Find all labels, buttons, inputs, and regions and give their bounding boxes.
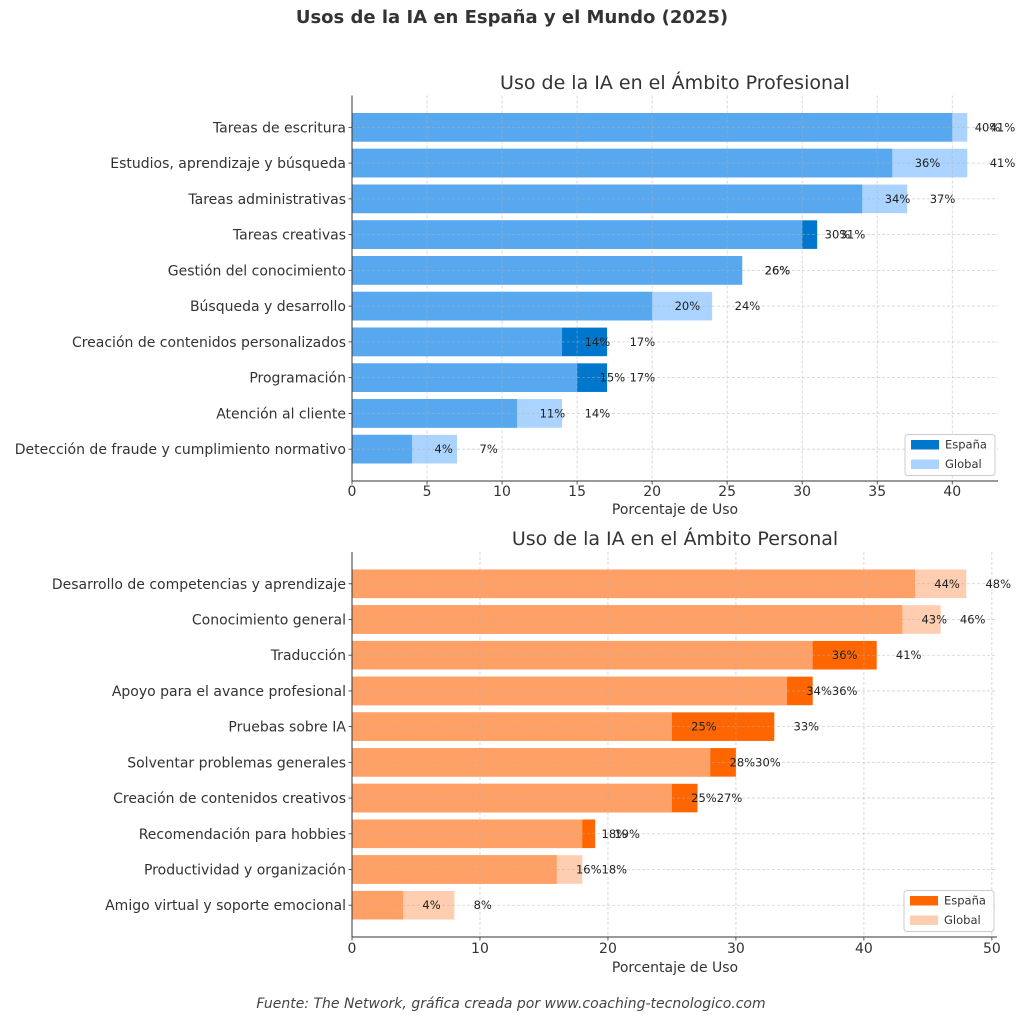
category-label: Estudios, aprendizaje y búsqueda [110, 156, 346, 172]
legend-label-global: Global [944, 913, 981, 927]
x-tick-label: 0 [348, 941, 357, 957]
category-label: Búsqueda y desarrollo [190, 299, 346, 315]
data-label-global: 25% [691, 791, 717, 805]
x-tick-label: 30 [727, 941, 745, 957]
chart-title: Uso de la IA en el Ámbito Profesional [500, 71, 850, 94]
legend-swatch-global [910, 915, 938, 925]
chart-title: Uso de la IA en el Ámbito Personal [512, 527, 838, 550]
legend-swatch-espana [910, 896, 938, 906]
category-label: Tareas de escritura [212, 120, 346, 136]
data-label-global: 14% [585, 335, 611, 349]
data-label-global: 28% [730, 755, 756, 769]
data-label-espana: 27% [717, 791, 743, 805]
x-tick-label: 5 [423, 484, 432, 500]
category-label: Detección de fraude y cumplimiento norma… [15, 442, 346, 458]
category-label: Gestión del conocimiento [168, 263, 346, 279]
category-label: Amigo virtual y soporte emocional [105, 898, 346, 914]
x-tick-label: 35 [868, 484, 886, 500]
data-label-global: 46% [960, 613, 986, 627]
data-label-espana: 41% [896, 648, 922, 662]
data-label-global: 30% [825, 228, 851, 242]
category-label: Desarrollo de competencias y aprendizaje [52, 577, 346, 593]
x-axis-label: Porcentaje de Uso [612, 502, 738, 518]
data-label-global: 37% [930, 192, 956, 206]
category-label: Creación de contenidos creativos [113, 791, 346, 807]
bar-global [352, 748, 711, 777]
x-axis-label: Porcentaje de Uso [612, 960, 738, 976]
category-label: Conocimiento general [192, 613, 346, 629]
x-tick-label: 15 [568, 484, 586, 500]
source-footer: Fuente: The Network, gráfica creada por … [256, 996, 765, 1012]
category-label: Solventar problemas generales [127, 755, 346, 771]
legend-label-global: Global [945, 457, 982, 471]
figure-title: Usos de la IA en España y el Mundo (2025… [296, 7, 728, 28]
x-tick-label: 20 [599, 941, 617, 957]
data-label-global: 18% [602, 863, 628, 877]
grid [351, 552, 997, 937]
data-label-espana: 17% [630, 335, 656, 349]
data-label-espana: 40% [975, 120, 1001, 134]
legend-swatch-global [911, 459, 939, 469]
data-label-global: 15% [600, 371, 626, 385]
legend-swatch-espana [911, 440, 939, 450]
category-label: Creación de contenidos personalizados [72, 335, 346, 351]
chart-profesional: Uso de la IA en el Ámbito Profesional Po… [15, 71, 1016, 518]
data-labels: 44%43%41%36%33%30%27%19%16%4%48%46%36%34… [422, 577, 1011, 912]
data-label-global: 8% [474, 898, 492, 912]
data-labels: 40% 36% 34% 31% 26% 20% 17% 17% 11% 4% 41% 41% 37% 30… [435, 120, 1016, 456]
data-label-espana: 34% [885, 192, 911, 206]
data-label-global: 36% [832, 648, 858, 662]
legend: España Global [903, 890, 995, 932]
data-label-espana: 4% [422, 898, 440, 912]
legend-label-espana: España [945, 438, 987, 452]
category-label: Recomendación para hobbies [139, 827, 346, 843]
data-label-global: 34% [806, 684, 832, 698]
data-label-global: 7% [480, 442, 498, 456]
legend-label-espana: España [944, 894, 986, 908]
x-tick-label: 40 [943, 484, 961, 500]
data-label-global: 41% [990, 120, 1016, 134]
category-label: Productividad y organización [144, 863, 346, 879]
x-tick-label: 10 [471, 941, 489, 957]
data-label-espana: 43% [921, 613, 947, 627]
x-tick-label: 30 [793, 484, 811, 500]
x-tick-label: 0 [348, 484, 357, 500]
data-label-espana: 19% [614, 827, 640, 841]
data-label-espana: 11% [540, 406, 566, 420]
data-label-global: 24% [735, 299, 761, 313]
legend: España Global [904, 434, 996, 476]
category-label: Tareas administrativas [187, 192, 346, 208]
data-label-espana: 17% [630, 371, 656, 385]
x-tick-label: 40 [855, 941, 873, 957]
data-label-espana: 31% [840, 228, 866, 242]
data-label-global: 25% [691, 720, 717, 734]
data-label-global: 18% [602, 827, 628, 841]
x-tick-label: 10 [493, 484, 511, 500]
category-label: Atención al cliente [216, 406, 346, 422]
data-label-espana: 30% [755, 755, 781, 769]
x-tick-label: 20 [643, 484, 661, 500]
chart-personal: Uso de la IA en el Ámbito Personal Porce… [52, 527, 1011, 976]
category-label: Programación [249, 371, 346, 387]
x-tick-label: 25 [718, 484, 736, 500]
data-label-global: 48% [985, 577, 1011, 591]
data-label-espana: 33% [794, 720, 820, 734]
data-label-global: 14% [585, 406, 611, 420]
data-label-espana: 36% [915, 156, 941, 170]
data-label-global: 26% [765, 263, 791, 277]
x-tick-label: 50 [983, 941, 1001, 957]
category-label: Apoyo para el avance profesional [112, 684, 346, 700]
data-label-espana: 36% [832, 684, 858, 698]
grid [351, 95, 998, 481]
data-label-global: 41% [990, 156, 1016, 170]
category-label: Tareas creativas [232, 228, 346, 244]
data-label-espana: 4% [435, 442, 453, 456]
data-label-espana: 26% [765, 263, 791, 277]
category-label: Pruebas sobre IA [228, 720, 346, 736]
data-label-espana: 16% [576, 863, 602, 877]
data-label-espana: 20% [675, 299, 701, 313]
data-label-espana: 44% [934, 577, 960, 591]
category-label: Traducción [270, 648, 346, 664]
